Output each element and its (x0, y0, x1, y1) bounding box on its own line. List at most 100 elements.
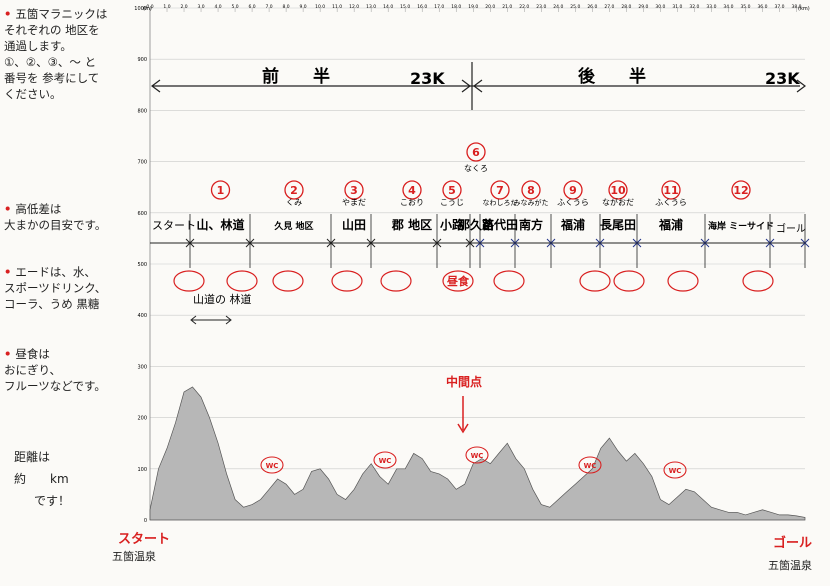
section-name: 苗代田 (482, 217, 518, 232)
x-tick-label: 2.0 (180, 4, 187, 10)
section-number-badge (344, 180, 364, 200)
x-tick-label: 18.0 (451, 4, 461, 10)
section-reading: ながおだ (602, 197, 634, 207)
start-onsen-label: 五箇温泉 (112, 550, 156, 563)
x-tick-label: 29.0 (638, 4, 648, 10)
section-number-badge (442, 180, 462, 200)
first-half-distance: 23K (410, 69, 445, 88)
y-tick-label: 0 (144, 518, 147, 524)
x-tick-label: 32.0 (689, 4, 699, 10)
x-tick-label: 23.0 (536, 4, 546, 10)
halves-banner: 前 半 23K 後 半 23K (151, 62, 806, 110)
goal-label: ゴール (773, 536, 813, 551)
note-line: ①、②、③、～ と (4, 55, 97, 69)
x-unit-label: (km) (798, 6, 810, 12)
x-tick-label: 34.0 (723, 4, 733, 10)
x-tick-label: 17.0 (434, 4, 444, 10)
x-tick-label: 7.0 (266, 4, 273, 10)
x-tick-label: 8.0 (283, 4, 290, 10)
y-tick-label: 500 (137, 262, 147, 268)
toilet-marker (260, 456, 284, 474)
x-tick-label: 22.0 (519, 4, 529, 10)
section-name: 長尾田 (600, 217, 636, 232)
section-number-badge (490, 180, 510, 200)
toilet-markers: WC WC WC WC WC (260, 446, 687, 479)
y-tick-label: 400 (137, 313, 147, 319)
aid-station-marker (742, 270, 774, 292)
distance-note: 距離は 約 km です！ (14, 450, 71, 508)
section-name: 福浦 (658, 217, 683, 232)
section-name: 海岸 ミーサイド (708, 220, 774, 232)
section-reading: こおり (400, 198, 424, 207)
section-number: 2 (290, 184, 298, 197)
second-half-label: 後 半 (578, 66, 646, 87)
aid-station-marker (667, 270, 699, 292)
section-reading: ふくうら (655, 198, 687, 207)
first-half-label: 前 半 (262, 66, 330, 87)
toilet-label: WC (584, 462, 597, 470)
section-number-badge (521, 180, 541, 200)
section-number: 5 (448, 184, 456, 197)
forest-road-annotation: 山道の 林道 (190, 292, 252, 325)
section-number-badge (402, 180, 422, 200)
y-tick-label: 600 (137, 211, 147, 217)
section-number-badge (563, 180, 583, 200)
x-tick-label: 36.0 (757, 4, 767, 10)
second-half-distance: 23K (765, 69, 800, 88)
toilet-marker (663, 461, 687, 479)
x-tick-label: 21.0 (502, 4, 512, 10)
x-tick-label: 24.0 (553, 4, 563, 10)
section-number: 3 (350, 184, 358, 197)
x-tick-label: 31.0 (672, 4, 682, 10)
note-block: • 昼食は おにぎり、 フルーツなどです。 (4, 347, 106, 393)
y-tick-label: 800 (137, 108, 147, 114)
section-number: 9 (569, 184, 577, 197)
x-tick-label: 27.0 (604, 4, 614, 10)
section-name: 久見 地区 (274, 220, 313, 232)
note-line: エードは、水、 (15, 265, 96, 279)
section-number: 12 (733, 184, 748, 197)
section-number-badge (466, 142, 486, 162)
x-tick-label: 4.0 (214, 4, 221, 10)
aid-station-label: 昼食 (446, 274, 470, 288)
toilet-label: WC (266, 462, 279, 470)
section-number: 7 (496, 184, 504, 197)
x-tick-label: 37.0 (774, 4, 784, 10)
aid-station-marker (613, 270, 645, 292)
note-line: それぞれの 地区を (4, 23, 100, 37)
aid-station-marker (579, 270, 611, 292)
aid-station-marker (226, 270, 258, 292)
toilet-label: WC (471, 452, 484, 460)
goal-section-label: ゴール (776, 222, 806, 235)
toilet-label: WC (669, 467, 682, 475)
y-tick-label: 300 (137, 364, 147, 370)
x-tick-label: 30.0 (655, 4, 665, 10)
chart-grid (149, 7, 805, 521)
x-tick-label: 38.0 (791, 4, 801, 10)
section-reading: こうじ (440, 198, 464, 207)
x-tick-label: 15.0 (400, 4, 410, 10)
section-name: 南方 (519, 217, 543, 232)
svg-text:山道の 林道: 山道の 林道 (193, 292, 252, 306)
x-tick-label: 9.0 (300, 4, 307, 10)
x-tick-label: 10.0 (315, 4, 325, 10)
section-number: 1 (217, 184, 225, 197)
section-reading: なくろ (464, 164, 488, 173)
toilet-marker (373, 451, 397, 469)
aid-station-marker (442, 270, 474, 292)
x-tick-label: 28.0 (621, 4, 631, 10)
section-number-badge (608, 180, 628, 200)
section-number: 6 (472, 146, 480, 159)
y-tick-label: 900 (137, 57, 147, 63)
section-name: 山、林道 (196, 217, 244, 232)
aid-station-marker (173, 270, 205, 292)
section-reading: ふくうら (557, 198, 589, 207)
goal-onsen-label: 五箇温泉 (768, 559, 812, 572)
toilet-label: WC (379, 457, 392, 465)
toilet-marker (578, 456, 602, 474)
section-name: 那久路 (458, 217, 495, 232)
section-number: 11 (663, 184, 678, 197)
section-number: 8 (527, 184, 535, 197)
section-reading: くみ (286, 198, 302, 207)
